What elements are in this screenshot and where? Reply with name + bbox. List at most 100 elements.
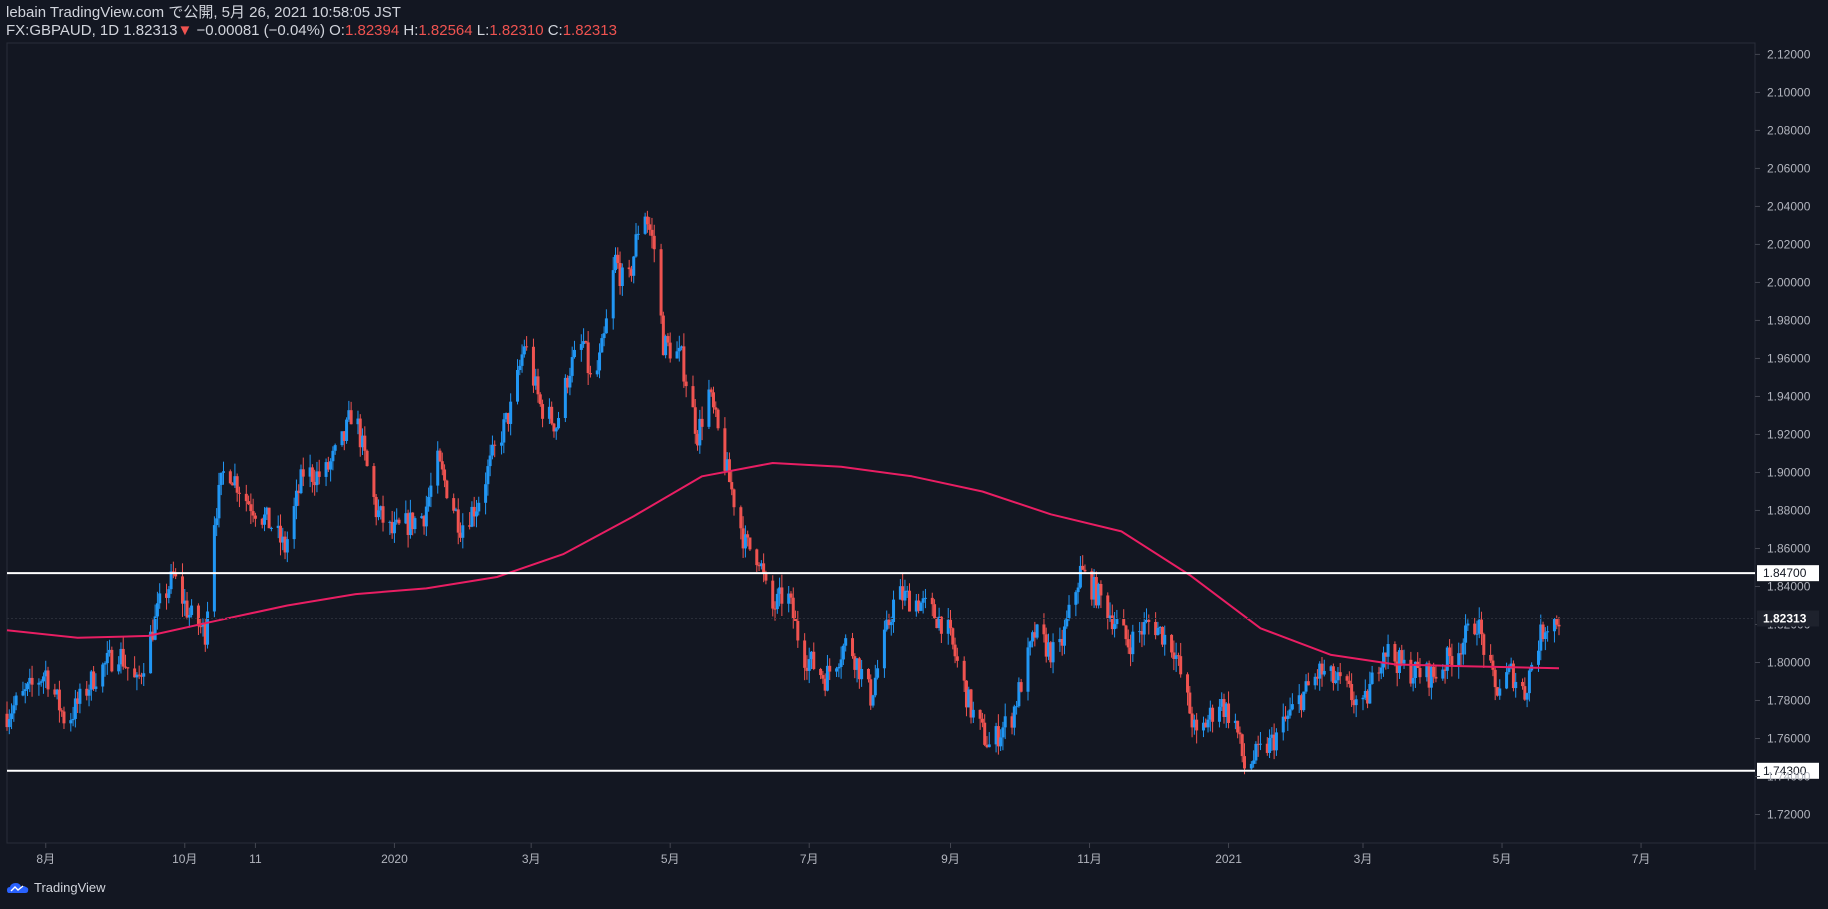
candle [1233,713,1237,730]
plot-border [6,42,1756,844]
time-axis[interactable]: 8月 10月 11 2020 3月 5月 7月 9月 11月 2021 3月 5月 7月 [36,843,1650,866]
candle [57,680,61,723]
candle [866,668,870,683]
candle [1411,665,1415,692]
candle [1288,697,1292,719]
candle [901,573,905,610]
candle [1441,664,1445,681]
candle [1028,640,1032,656]
price-tick-label: 1.98000 [1767,313,1811,327]
candle [1252,750,1256,768]
candle [825,654,829,692]
candle [757,562,761,571]
candle [1058,627,1062,652]
candle [281,527,285,551]
candle [707,379,711,429]
candle [1256,735,1260,757]
ohlc-legend[interactable]: FX:GBPAUD, 1D 1.82313▼ −0.00081 (−0.04%)… [6,22,617,40]
candle [855,657,859,683]
candle [536,368,540,403]
candle [1370,665,1374,685]
candle [158,583,162,609]
candle [659,243,663,324]
candle [203,618,207,652]
candle [408,499,412,539]
candle [92,666,96,691]
horizontal-levels-layer[interactable]: 1.84700 1.74300 [7,565,1819,779]
candle [1338,662,1342,684]
candle [1395,651,1399,687]
candle [857,656,861,689]
candle [588,365,592,378]
candle [946,608,950,645]
candle [53,683,57,698]
candle [1012,704,1016,736]
candle [919,601,923,612]
candle [1238,726,1242,744]
candle [898,579,902,600]
candle [502,413,506,454]
candle [69,713,73,732]
candle [871,694,875,708]
footer-brand: TradingView [34,880,106,895]
candle [89,669,93,701]
candle [7,709,11,735]
candle [253,512,257,527]
candle [773,601,777,621]
candle [955,647,959,668]
candle [506,412,510,432]
candle [648,217,652,236]
candle [28,668,32,693]
candle [552,422,556,438]
publisher-line: lebain TradingView.com で公開, 5月 26, 2021 … [6,4,401,21]
candle [969,688,973,724]
symbol-label[interactable]: FX:GBPAUD, 1D [6,22,120,39]
candle [1286,710,1290,731]
price-axis[interactable]: 1.720001.740001.760001.780001.800001.820… [1755,47,1811,821]
candle [299,464,303,495]
candle [1489,644,1493,664]
candle [185,592,189,620]
candle [14,692,18,711]
candle [1434,666,1438,683]
candle [1049,641,1053,668]
candle [247,495,251,506]
time-tick-label: 3月 [1354,852,1373,866]
candle [1172,640,1176,671]
low-value: 1.82310 [489,22,544,39]
candle [780,574,784,617]
candle [1227,691,1231,729]
candle [563,374,567,423]
candle [1254,741,1258,764]
candle [78,683,82,714]
candle [1393,641,1397,667]
candle [693,398,697,444]
candle [937,607,941,631]
candle [675,341,679,359]
candle [709,387,713,397]
candle [643,212,647,235]
candle [1418,658,1422,684]
tradingview-logo[interactable]: TradingView [6,880,106,895]
candle [119,642,123,674]
candle [44,660,48,689]
candle [873,664,877,698]
time-tick-label: 11 [249,852,262,866]
price-tick-label: 2.00000 [1767,275,1811,289]
candle [1507,664,1511,675]
time-tick-label: 10月 [172,852,197,866]
level-label-bg [1757,762,1819,779]
candle [939,616,943,644]
candle [1270,727,1274,751]
candle [395,508,399,525]
candle [600,333,604,353]
candle [538,392,542,407]
candle [664,334,668,359]
time-tick-label: 8月 [36,852,55,866]
candle [983,714,987,747]
candle [199,618,203,634]
candle [1268,729,1272,759]
candle [474,500,478,528]
candle [905,585,909,598]
